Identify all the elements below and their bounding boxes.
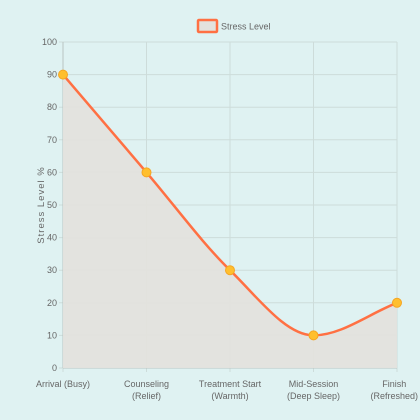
x-tick-label: Arrival (Busy) — [36, 379, 90, 389]
data-points — [58, 69, 402, 341]
y-tick-label: 90 — [47, 70, 57, 80]
data-point[interactable] — [58, 69, 68, 80]
y-tick-label: 70 — [47, 135, 57, 145]
y-tick-label: 20 — [47, 298, 57, 308]
x-tick-label: Counseling (Relief) — [124, 379, 169, 401]
y-tick-label: 60 — [47, 167, 57, 177]
data-point[interactable] — [225, 265, 235, 276]
y-tick-label: 10 — [47, 330, 57, 340]
y-tick-label: 30 — [47, 265, 57, 275]
y-axis-title: Stress Level % — [36, 166, 47, 243]
y-tick-labels: 0 10 20 30 40 50 60 70 80 90 100 — [42, 37, 57, 373]
x-tick-label: Treatment Start (Warmth) — [199, 379, 262, 401]
series-area-fill — [63, 74, 397, 368]
legend-label: Stress Level — [221, 22, 271, 32]
y-tick-label: 100 — [42, 37, 57, 47]
x-tick-label: Mid-Session (Deep Sleep) — [287, 379, 340, 401]
y-tick-label: 0 — [52, 363, 57, 373]
x-tick-labels: Arrival (Busy) Counseling (Relief) Treatmen… — [36, 379, 418, 401]
data-point[interactable] — [141, 167, 152, 178]
data-point[interactable] — [392, 297, 402, 308]
data-point[interactable] — [308, 330, 319, 341]
legend-swatch — [196, 18, 219, 34]
y-tick-label: 40 — [47, 233, 57, 243]
x-tick-label: Finish (Refreshed) — [370, 379, 418, 401]
y-tick-label: 80 — [47, 102, 57, 112]
y-tick-label: 50 — [47, 200, 57, 210]
legend[interactable]: Stress Level — [196, 18, 271, 34]
